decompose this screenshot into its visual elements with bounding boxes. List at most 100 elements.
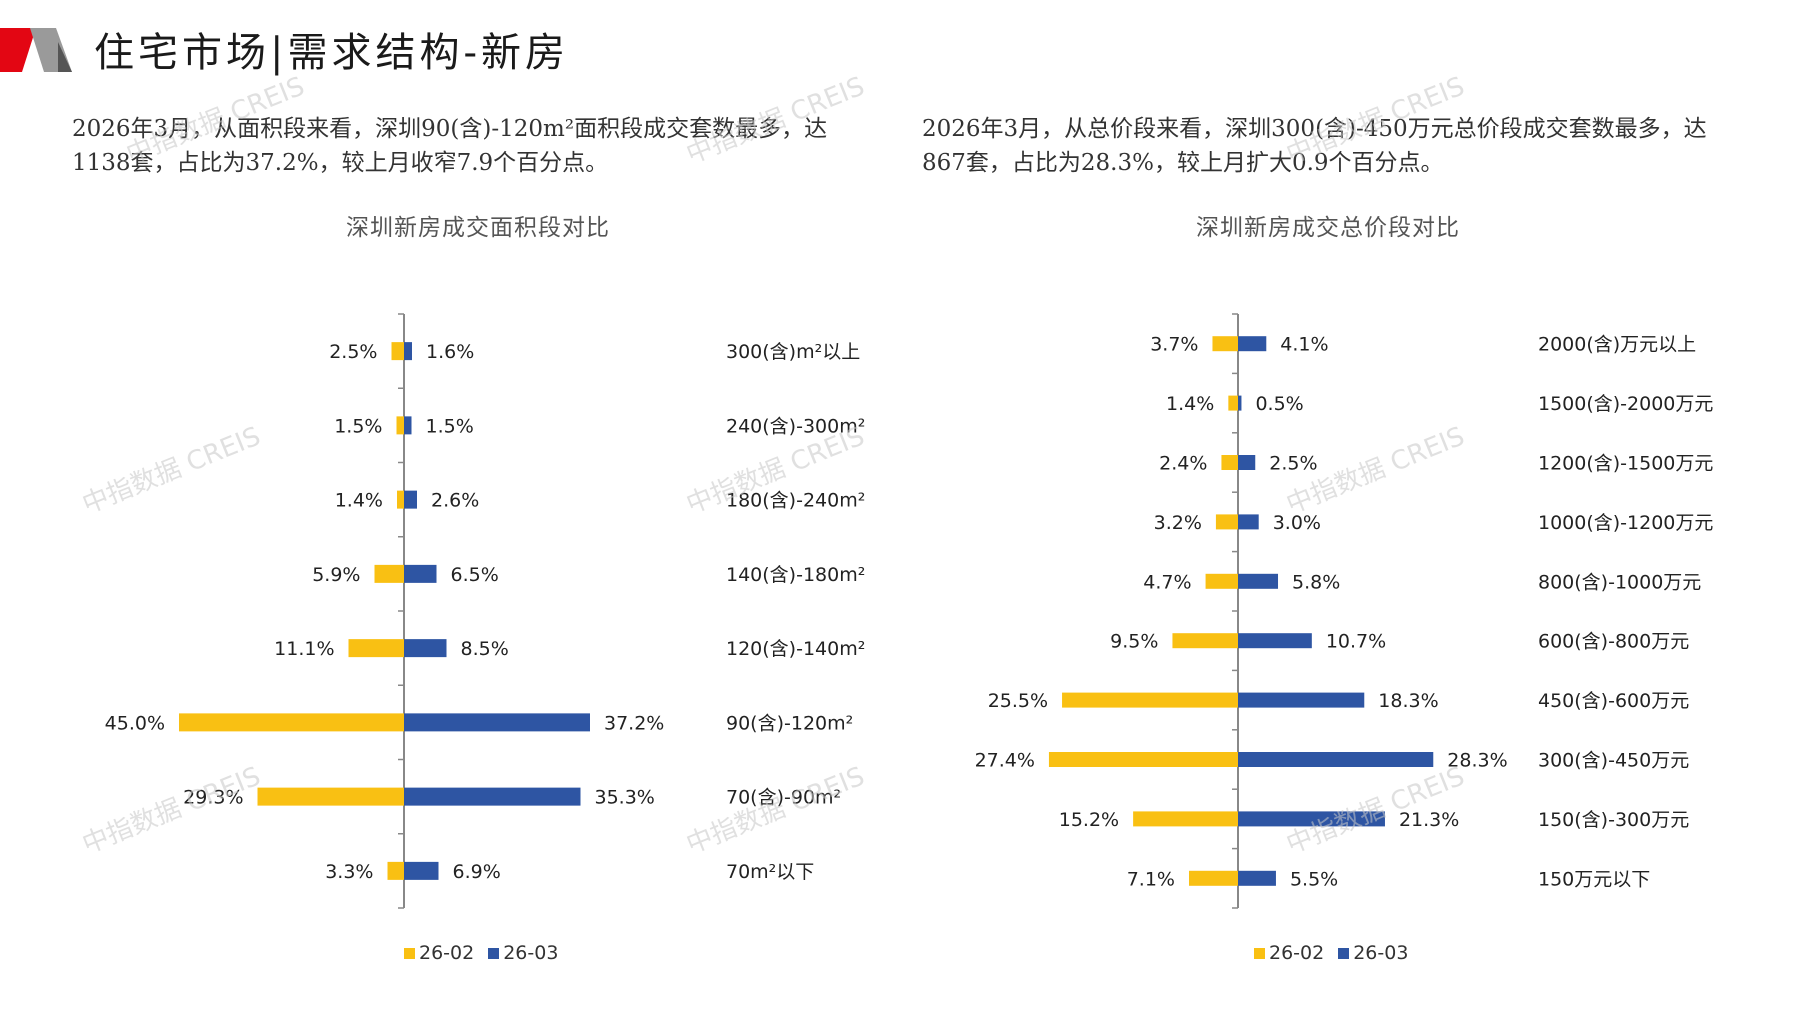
data-label-26-03: 4.1% — [1280, 334, 1328, 356]
data-label-26-02: 1.4% — [1166, 393, 1214, 415]
bar-26-03 — [404, 416, 412, 435]
data-label-26-03: 6.9% — [453, 861, 501, 883]
price-description: 2026年3月，从总价段来看，深圳300(含)-450万元总价段成交套数最多，达… — [922, 116, 1707, 176]
category-label: 800(含)-1000万元 — [1538, 571, 1701, 593]
data-label-26-02: 5.9% — [312, 564, 360, 586]
category-label: 240(含)-300m² — [726, 415, 865, 437]
data-label-26-02: 9.5% — [1110, 631, 1158, 653]
bar-26-03 — [1238, 633, 1312, 649]
category-label: 300(含)-450万元 — [1538, 750, 1689, 772]
bar-26-02 — [1212, 336, 1238, 352]
data-label-26-03: 5.8% — [1292, 571, 1340, 593]
bar-26-02 — [1221, 455, 1238, 470]
data-label-26-03: 3.0% — [1273, 512, 1321, 534]
category-label: 70(含)-90m² — [726, 787, 841, 809]
data-label-26-03: 37.2% — [604, 712, 664, 734]
bar-26-03 — [1238, 870, 1276, 886]
bar-26-02 — [374, 564, 404, 583]
category-label: 450(含)-600万元 — [1538, 690, 1689, 712]
category-label: 140(含)-180m² — [726, 564, 865, 586]
bar-26-03 — [404, 564, 437, 583]
area-chart-title: 深圳新房成交面积段对比 — [346, 215, 610, 241]
bar-26-03 — [404, 861, 439, 880]
bar-26-03 — [404, 787, 581, 806]
bar-26-02 — [1133, 811, 1238, 827]
data-label-26-02: 4.7% — [1143, 571, 1191, 593]
bar-26-03 — [1238, 336, 1267, 352]
area-description: 2026年3月，从面积段来看，深圳90(含)-120m²面积段成交套数最多，达1… — [72, 116, 828, 176]
bar-26-03 — [404, 342, 412, 361]
category-label: 120(含)-140m² — [726, 638, 865, 660]
data-label-26-02: 1.4% — [335, 490, 383, 512]
legend-item-prev: 26-02 — [1254, 942, 1324, 964]
bar-26-02 — [1048, 752, 1238, 767]
bar-26-02 — [1205, 573, 1238, 589]
legend-item-curr: 26-03 — [488, 942, 558, 964]
data-label-26-02: 15.2% — [1059, 809, 1119, 831]
bar-26-03 — [1238, 573, 1279, 589]
bar-26-03 — [404, 639, 447, 658]
bar-26-02 — [1215, 514, 1238, 530]
data-label-26-03: 21.3% — [1399, 809, 1459, 831]
category-label: 90(含)-120m² — [726, 712, 853, 734]
bar-26-02 — [1172, 633, 1238, 649]
brand-logo — [0, 28, 72, 72]
data-label-26-02: 11.1% — [274, 638, 334, 660]
category-label: 150万元以下 — [1538, 868, 1650, 890]
bar-26-02 — [1228, 395, 1238, 411]
bar-26-03 — [1238, 692, 1365, 708]
data-label-26-03: 2.6% — [431, 490, 479, 512]
price-chart-title: 深圳新房成交总价段对比 — [1196, 215, 1460, 241]
data-label-26-02: 3.2% — [1154, 512, 1202, 534]
data-label-26-03: 8.5% — [461, 638, 509, 660]
page-title: 住宅市场|需求结构-新房 — [94, 30, 569, 76]
data-label-26-02: 45.0% — [105, 712, 165, 734]
bar-26-03 — [404, 713, 590, 732]
category-label: 150(含)-300万元 — [1538, 809, 1689, 831]
bar-26-02 — [387, 861, 404, 880]
category-label: 180(含)-240m² — [726, 490, 865, 512]
bar-26-02 — [257, 787, 404, 806]
area-chart-legend: 26-02 26-03 — [404, 942, 558, 964]
data-label-26-02: 3.7% — [1150, 334, 1198, 356]
data-label-26-02: 1.5% — [334, 415, 382, 437]
bar-26-03 — [1238, 455, 1256, 470]
category-label: 1000(含)-1200万元 — [1538, 512, 1713, 534]
data-label-26-03: 1.6% — [426, 341, 474, 363]
data-label-26-03: 10.7% — [1326, 631, 1386, 653]
data-label-26-02: 2.5% — [329, 341, 377, 363]
price-chart-legend: 26-02 26-03 — [1254, 942, 1408, 964]
bar-26-02 — [397, 490, 404, 509]
data-label-26-03: 1.5% — [426, 415, 474, 437]
category-label: 600(含)-800万元 — [1538, 631, 1689, 653]
bar-26-02 — [1062, 692, 1238, 708]
bar-26-03 — [1238, 811, 1385, 827]
data-label-26-02: 29.3% — [183, 787, 243, 809]
data-label-26-03: 2.5% — [1269, 453, 1317, 475]
legend-item-curr: 26-03 — [1338, 942, 1408, 964]
category-label: 300(含)m²以上 — [726, 341, 860, 363]
bar-26-03 — [1238, 752, 1434, 767]
category-label: 1200(含)-1500万元 — [1538, 453, 1713, 475]
data-label-26-02: 27.4% — [975, 750, 1035, 772]
data-label-26-02: 7.1% — [1127, 868, 1175, 890]
data-label-26-02: 25.5% — [988, 690, 1048, 712]
data-label-26-02: 2.4% — [1159, 453, 1207, 475]
data-label-26-03: 18.3% — [1378, 690, 1438, 712]
data-label-26-03: 35.3% — [595, 787, 655, 809]
bar-26-02 — [179, 713, 404, 732]
bar-26-03 — [404, 490, 417, 509]
category-label: 1500(含)-2000万元 — [1538, 393, 1713, 415]
bar-26-02 — [396, 416, 404, 435]
category-label: 70m²以下 — [726, 861, 814, 883]
bar-26-02 — [348, 639, 404, 658]
legend-item-prev: 26-02 — [404, 942, 474, 964]
data-label-26-02: 3.3% — [325, 861, 373, 883]
bar-26-03 — [1238, 514, 1259, 530]
bar-26-03 — [1238, 395, 1242, 411]
data-label-26-03: 28.3% — [1447, 750, 1507, 772]
data-label-26-03: 0.5% — [1255, 393, 1303, 415]
bar-26-02 — [391, 342, 404, 361]
